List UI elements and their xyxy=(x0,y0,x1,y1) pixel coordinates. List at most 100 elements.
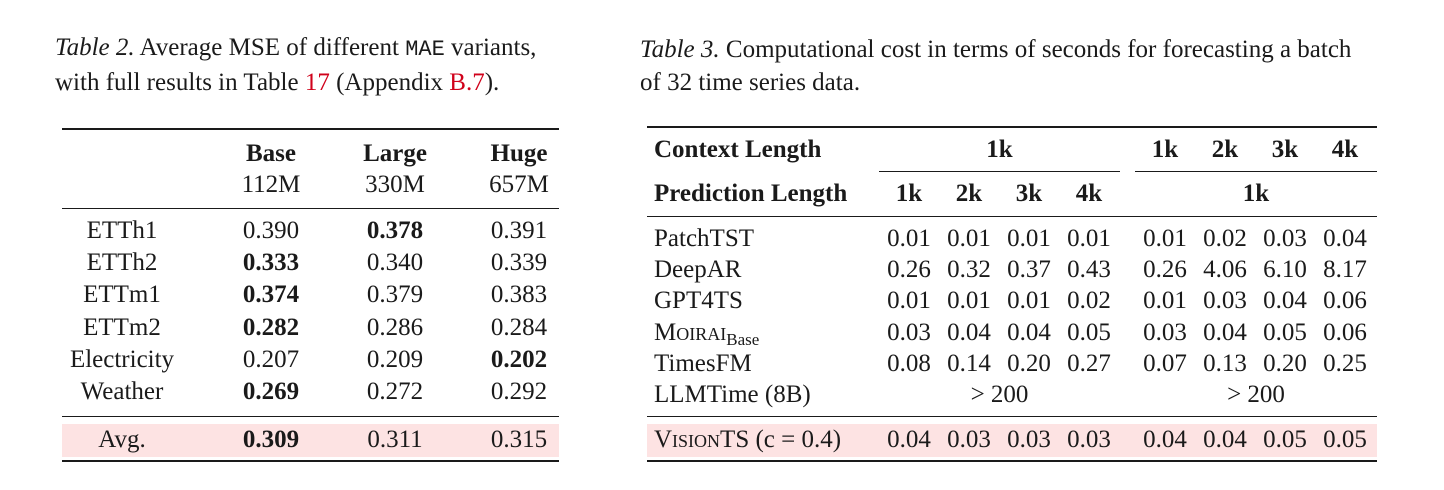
table3-caption-label: Table 3. xyxy=(640,36,720,63)
table3-cell: 0.01 xyxy=(1007,287,1051,314)
table2-bottom-rule xyxy=(62,460,559,462)
table2-cell: 0.282 xyxy=(242,314,300,341)
visionts-param: (c = 0.4) xyxy=(749,426,842,453)
table3-cell: 0.03 xyxy=(1143,319,1187,346)
table3-row-label: PatchTST xyxy=(654,225,754,252)
table3-cell: 0.08 xyxy=(887,350,931,377)
table3-cell: 0.20 xyxy=(1263,350,1307,377)
table2-cell: 0.272 xyxy=(366,378,424,405)
table2-cell: 0.284 xyxy=(490,314,548,341)
table3-row-label: LLMTime (8B) xyxy=(654,381,811,408)
table2-col-header: Large xyxy=(363,140,427,167)
table3-cell: 0.04 xyxy=(1007,319,1051,346)
table2-avg-highlight xyxy=(62,424,559,457)
table3-cell: 0.06 xyxy=(1323,287,1367,314)
table3-prediction-group2: 1k xyxy=(1242,180,1270,207)
table2-header-rule xyxy=(62,208,559,209)
table2-caption-ref-17[interactable]: 17 xyxy=(304,69,330,96)
table2-caption-ref-b7[interactable]: B.7 xyxy=(449,69,485,96)
table2-row-label: ETTm2 xyxy=(83,314,161,341)
table3-cell: 0.02 xyxy=(1067,287,1111,314)
table3-visionts-label: VisionTS (c = 0.4) xyxy=(654,425,841,455)
table2-col-size: 330M xyxy=(365,171,425,198)
table3-cell: 0.03 xyxy=(1263,225,1307,252)
table3-header-rule xyxy=(647,216,1377,217)
table3-cell: 0.13 xyxy=(1203,350,1247,377)
table3-cell: 0.02 xyxy=(1203,225,1247,252)
table3-visionts-cell: 0.04 xyxy=(1203,426,1247,453)
table3-caption-text-b: of 32 time series data. xyxy=(640,69,861,96)
moirai-name: Moirai xyxy=(654,319,727,346)
table2-caption-text-d: (Appendix xyxy=(329,69,450,96)
table2-cell: 0.209 xyxy=(366,346,424,373)
table3-cell: 0.25 xyxy=(1323,350,1367,377)
table3-llmtime-span2: > 200 xyxy=(1227,381,1285,408)
table3-row-label: GPT4TS xyxy=(654,287,743,314)
table3-cmidrule-left xyxy=(879,171,1120,172)
table2-caption: Table 2. Average MSE of different MAE va… xyxy=(55,31,585,99)
table2-cell: 0.292 xyxy=(490,378,548,405)
table3-visionts-cell: 0.03 xyxy=(947,426,991,453)
table3-cell: 0.01 xyxy=(947,287,991,314)
table3-visionts-rule xyxy=(647,416,1377,417)
table3-cell: 0.06 xyxy=(1323,319,1367,346)
table3-context-group1: 1k xyxy=(986,136,1013,163)
table3-cell: 0.20 xyxy=(1007,350,1051,377)
table2-caption-text-a: Average MSE of different xyxy=(134,34,406,61)
table3-context-value: 3k xyxy=(1271,136,1299,163)
table2-cell: 0.333 xyxy=(242,249,300,276)
table2-cell: 0.340 xyxy=(366,249,424,276)
table2-avg-rule xyxy=(62,416,559,417)
table2-caption-text-c: with full results in Table xyxy=(55,69,305,96)
table3-cell: 0.27 xyxy=(1067,350,1111,377)
table3-cell: 0.03 xyxy=(1203,287,1247,314)
table3-visionts-cell: 0.03 xyxy=(1067,426,1111,453)
table2-col-size: 112M xyxy=(241,171,301,198)
table2-cell: 0.202 xyxy=(490,346,548,373)
table3-prediction-value: 1k xyxy=(895,180,923,207)
table3-cell: 0.01 xyxy=(947,225,991,252)
table2-caption-text-e: ). xyxy=(484,69,500,96)
table3-llmtime-span1: > 200 xyxy=(970,381,1029,408)
table3-context-value: 1k xyxy=(1151,136,1179,163)
table2-col-header: Base xyxy=(246,140,296,167)
table2-cell: 0.383 xyxy=(490,281,548,308)
table2-avg-label: Avg. xyxy=(98,426,146,453)
table3-cell: 0.01 xyxy=(887,287,931,314)
table2-avg-cell: 0.311 xyxy=(367,426,423,453)
table2-col-size: 657M xyxy=(489,171,549,198)
table3-cell: 0.07 xyxy=(1143,350,1187,377)
table2-caption-code: MAE xyxy=(405,37,445,62)
table2-cell: 0.269 xyxy=(242,378,300,405)
table3-cell: 0.05 xyxy=(1067,319,1111,346)
table3-top-rule xyxy=(647,126,1377,128)
moirai-subscript: Base xyxy=(726,330,760,349)
table2-row-label: Weather xyxy=(80,378,164,405)
table3-cmidrule-right xyxy=(1135,171,1377,172)
table3-cell: 0.01 xyxy=(1007,225,1051,252)
table3-row-label: MoiraiBase xyxy=(654,318,759,355)
table2-row-label: Electricity xyxy=(69,346,175,373)
table2-cell: 0.286 xyxy=(366,314,424,341)
table2-cell: 0.391 xyxy=(490,217,548,244)
table3-cell: 0.37 xyxy=(1007,256,1051,283)
table3-prediction-value: 4k xyxy=(1075,180,1103,207)
table3-cell: 0.01 xyxy=(1143,225,1187,252)
table3-visionts-cell: 0.03 xyxy=(1007,426,1051,453)
table2-row-label: ETTh2 xyxy=(86,249,158,276)
table3-context-value: 2k xyxy=(1211,136,1239,163)
table3-visionts-cell: 0.04 xyxy=(887,426,931,453)
table2-col-header: Huge xyxy=(490,140,548,167)
table3-context-length-label: Context Length xyxy=(654,136,822,163)
table3-cell: 0.01 xyxy=(1067,225,1111,252)
table3-prediction-value: 2k xyxy=(955,180,983,207)
table3-cell: 0.32 xyxy=(947,256,991,283)
table2-cell: 0.207 xyxy=(242,346,300,373)
table3-prediction-value: 3k xyxy=(1015,180,1043,207)
table2-avg-cell: 0.309 xyxy=(242,426,300,453)
table3-cell: 0.14 xyxy=(947,350,991,377)
table3-cell: 6.10 xyxy=(1263,256,1307,283)
table3-context-value: 4k xyxy=(1331,136,1359,163)
table3-cell: 4.06 xyxy=(1203,256,1247,283)
table3-cell: 0.01 xyxy=(1143,287,1187,314)
